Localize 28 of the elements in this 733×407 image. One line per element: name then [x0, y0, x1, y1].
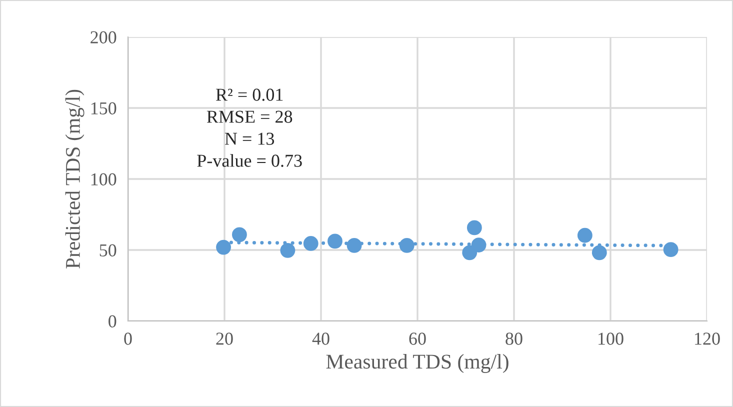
point — [346, 238, 362, 253]
y-tick-label: 50 — [100, 244, 116, 256]
point — [663, 242, 678, 258]
point — [328, 234, 342, 249]
point — [280, 242, 296, 258]
x-tick-label: 60 — [409, 332, 426, 345]
y-tick-label: 200 — [90, 31, 116, 44]
x-axis-title: Measured TDS (mg/l) — [326, 354, 508, 373]
point — [232, 227, 247, 242]
y-tick-label: 150 — [91, 102, 116, 114]
x-tick-label: 20 — [216, 332, 233, 345]
y-axis-title: Predicted TDS (mg/l) — [65, 90, 84, 268]
x-tick-label: 80 — [506, 332, 522, 345]
point — [471, 238, 486, 252]
y-tick-label: 0 — [108, 315, 116, 328]
point — [577, 228, 592, 243]
x-tick-label: 40 — [312, 332, 330, 345]
point — [216, 240, 231, 255]
point — [303, 236, 318, 251]
annotation: R² = 0.01 RMSE = 28 N = 13 P-value = 0.73 — [197, 88, 302, 167]
x-tick-label: 100 — [598, 332, 624, 345]
y-tick-label: 100 — [91, 173, 116, 186]
point — [466, 220, 482, 236]
x-tick-label: 0 — [124, 332, 132, 345]
point — [592, 245, 607, 260]
x-tick-label: 120 — [695, 332, 720, 345]
point — [399, 238, 414, 253]
point — [462, 245, 478, 260]
